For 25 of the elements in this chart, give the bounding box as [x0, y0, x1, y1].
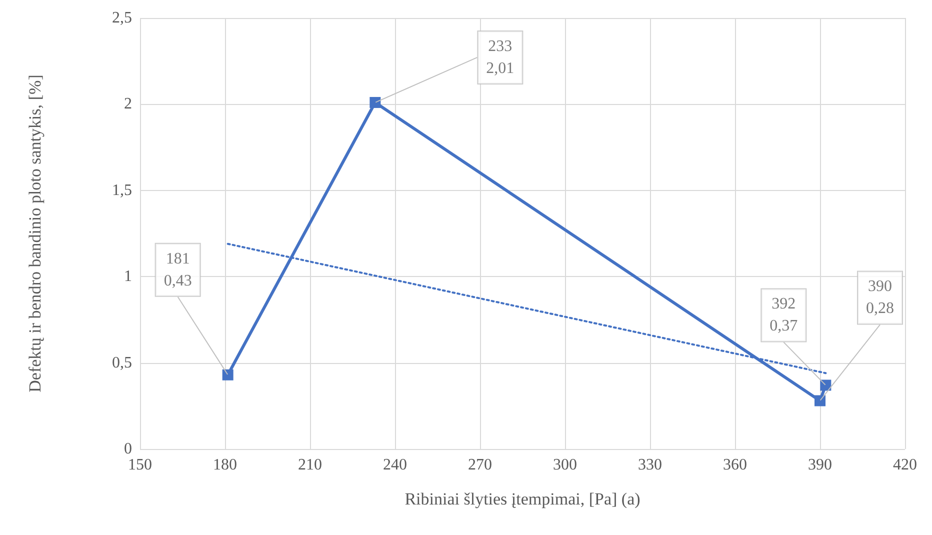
x-tick-label: 420: [893, 456, 917, 474]
annotation: 392 0,37: [770, 296, 798, 335]
y-tick-label: 2: [124, 96, 132, 113]
x-axis-title: Ribiniai šlyties įtempimai, [Pa] (a): [404, 490, 640, 508]
point: [370, 96, 381, 108]
point: [222, 369, 234, 380]
y-tick-label: 2,5: [112, 10, 132, 26]
x-tick-label: 240: [383, 456, 407, 474]
y-tick-label: 1: [124, 268, 132, 286]
annotation: 181 0,43: [164, 250, 192, 290]
annotation: 390 0,28: [866, 278, 894, 318]
annotation: 233 2,01: [486, 38, 514, 77]
point: [814, 395, 826, 406]
x-tick-label: 390: [808, 456, 832, 474]
x-tick-label: 330: [638, 456, 662, 474]
x-tick-label: 210: [298, 456, 322, 474]
y-tick-label: 0,5: [112, 354, 132, 372]
x-tick-label: 300: [553, 456, 577, 474]
x-tick-label: 270: [468, 456, 492, 474]
y-tick-label: 0: [124, 440, 132, 458]
x-tick-label: 150: [128, 456, 152, 474]
x-tick-label: 360: [723, 456, 747, 474]
y-tick-label: 1,5: [112, 182, 132, 199]
x-tick-label: 180: [213, 456, 237, 474]
y-axis-title: Defektų ir bendro bandinio ploto santykis, [%]: [26, 74, 44, 392]
